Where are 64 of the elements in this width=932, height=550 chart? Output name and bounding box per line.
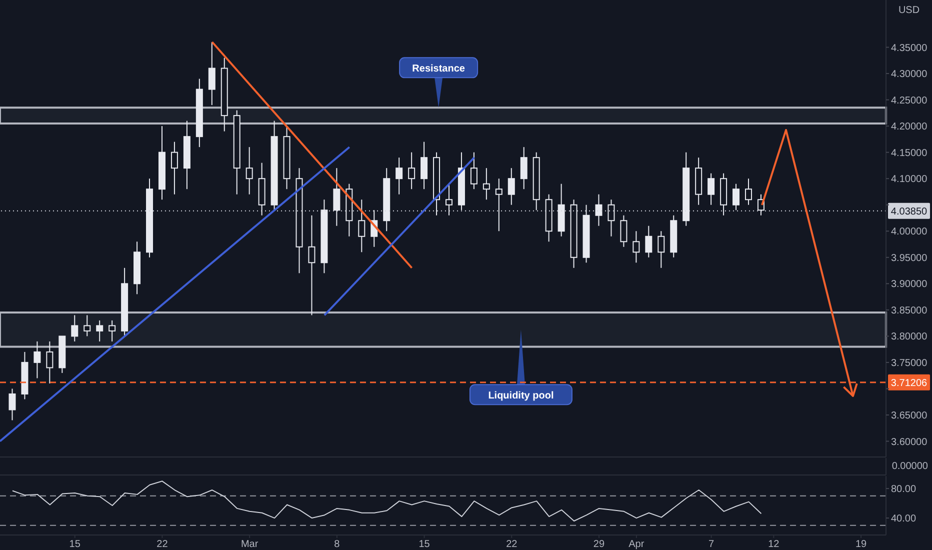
candlestick [732, 183, 740, 211]
candlestick [308, 214, 316, 316]
candlestick [470, 152, 478, 190]
candlestick [396, 157, 403, 195]
candlestick [520, 146, 528, 190]
candlestick [34, 340, 41, 379]
candlestick [632, 230, 640, 264]
candlestick [333, 168, 340, 226]
ref-line-label: 3.71206 [890, 378, 928, 389]
y-tick-label: 40.00 [891, 514, 916, 525]
x-tick-label: 22 [156, 539, 168, 550]
candlestick [495, 178, 502, 232]
y-tick-label: 3.95000 [891, 252, 928, 264]
y-tick-label: 3.80000 [891, 332, 928, 343]
candlestick [108, 320, 116, 342]
y-tick-label: 4.25000 [891, 95, 928, 106]
y-tick-label: 4.35000 [891, 42, 928, 54]
candlestick [84, 314, 91, 337]
candlestick [246, 146, 253, 195]
y-tick-label: 4.00000 [891, 226, 928, 238]
candlestick [46, 340, 54, 384]
candlestick [358, 199, 366, 253]
x-tick-label: Mar [240, 539, 259, 550]
x-tick-label: 29 [593, 539, 605, 550]
y-tick-label: 3.60000 [891, 436, 928, 448]
x-tick-label: 19 [855, 539, 868, 550]
candlestick [508, 168, 515, 206]
y-tick-label: 4.15000 [891, 148, 928, 159]
x-tick-label: 15 [418, 539, 430, 550]
candlestick [208, 42, 216, 106]
candlestick [420, 141, 428, 190]
x-tick-label: 8 [334, 539, 340, 550]
y-tick-label: 80.00 [891, 484, 916, 496]
candlestick [71, 314, 78, 342]
candlestick [708, 172, 715, 206]
y-tick-label: 4.30000 [891, 69, 928, 80]
candlestick [8, 388, 16, 421]
y-tick-label: 4.10000 [891, 174, 928, 186]
x-tick-label: 12 [768, 539, 780, 550]
candlestick [446, 183, 452, 216]
band-label: Liquidity pool [488, 390, 554, 402]
candlestick [595, 194, 602, 226]
y-tick-label: 4.20000 [891, 122, 928, 133]
candlestick [645, 225, 652, 258]
candlestick [658, 230, 665, 268]
candlestick [744, 178, 752, 206]
candlestick [608, 199, 615, 237]
y-tick-label: 3.65000 [891, 410, 928, 422]
text: 0.00000 [892, 461, 928, 473]
candlestick [620, 214, 628, 248]
candlestick [408, 152, 416, 190]
ref-line-label: 4.03850 [890, 206, 928, 218]
y-tick-label: 3.85000 [891, 305, 928, 316]
y-tick-label: 3.75000 [891, 358, 928, 369]
y-axis-title: USD [898, 5, 920, 16]
candlestick [170, 141, 178, 195]
x-tick-label: Apr [628, 539, 645, 550]
y-tick-label: 3.90000 [891, 279, 928, 290]
candlestick [96, 320, 104, 342]
candlestick [482, 168, 490, 200]
band-label: Resistance [412, 64, 466, 75]
x-tick-label: 15 [69, 539, 81, 550]
x-tick-label: 7 [708, 539, 715, 550]
x-tick-label: 22 [506, 539, 518, 550]
